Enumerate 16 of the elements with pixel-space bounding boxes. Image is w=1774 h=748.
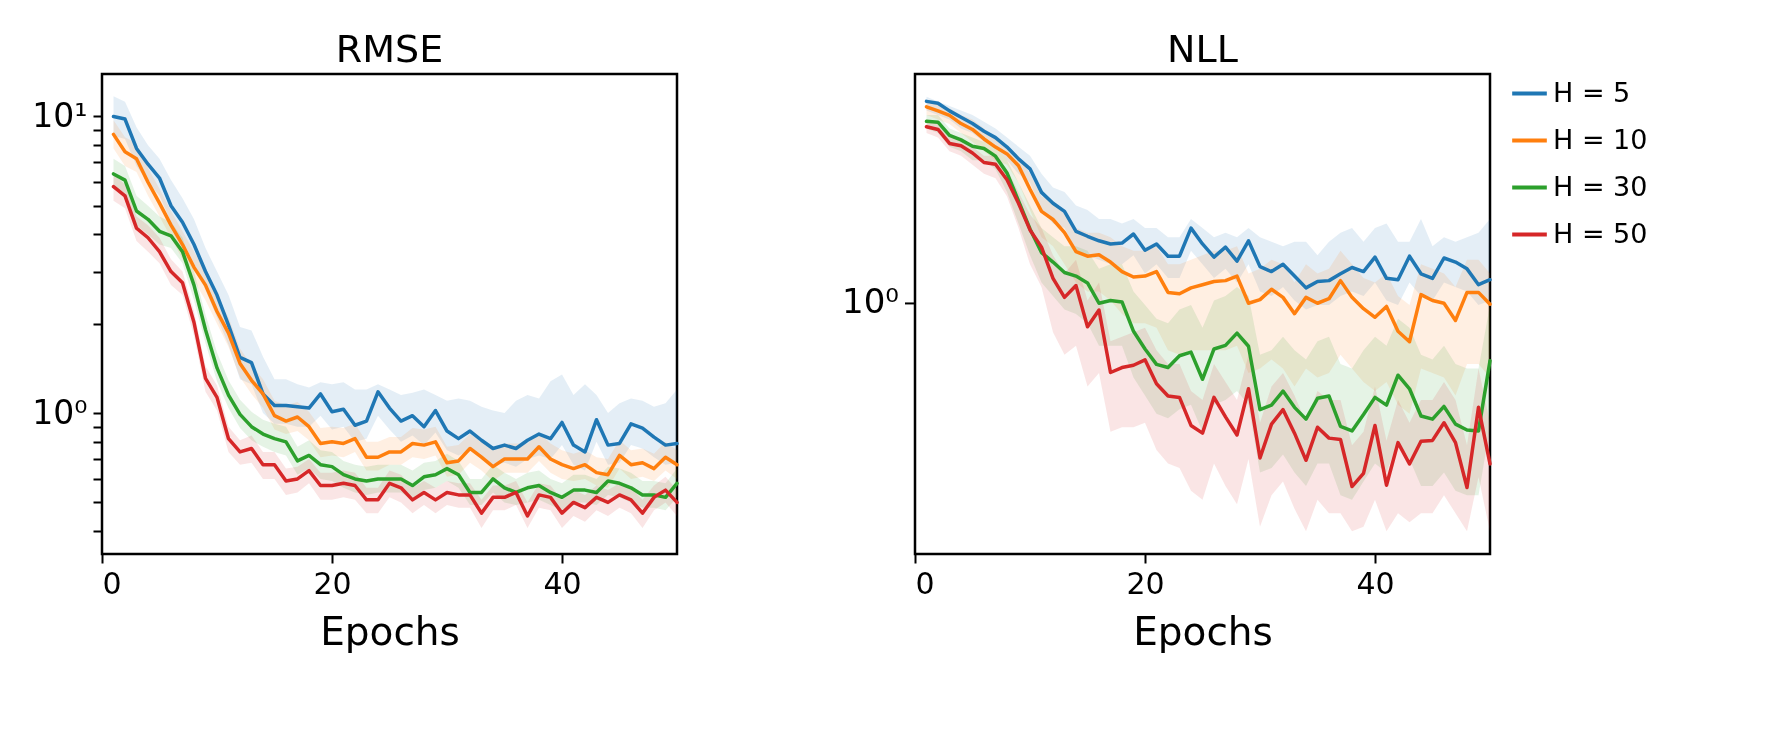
legend-label: H = 30	[1553, 170, 1648, 202]
legend-label: H = 50	[1553, 217, 1648, 249]
x-tick-label: 40	[543, 565, 582, 601]
x-tick-label: 40	[1356, 565, 1395, 601]
x-tick-label: 20	[313, 565, 352, 601]
x-tick-label: 20	[1126, 565, 1165, 601]
text: 10⁰	[842, 281, 899, 322]
legend-label: H = 10	[1553, 123, 1648, 155]
legend-label: H = 5	[1553, 76, 1631, 108]
x-tick-label: 0	[915, 565, 935, 601]
x-axis-title: Epochs	[320, 608, 460, 654]
chart-title: RMSE	[335, 27, 444, 71]
chart-title: NLL	[1167, 27, 1238, 71]
y-tick-label: 10¹	[32, 95, 88, 135]
x-axis-title: Epochs	[1133, 608, 1273, 654]
x-tick-label: 0	[102, 565, 122, 601]
